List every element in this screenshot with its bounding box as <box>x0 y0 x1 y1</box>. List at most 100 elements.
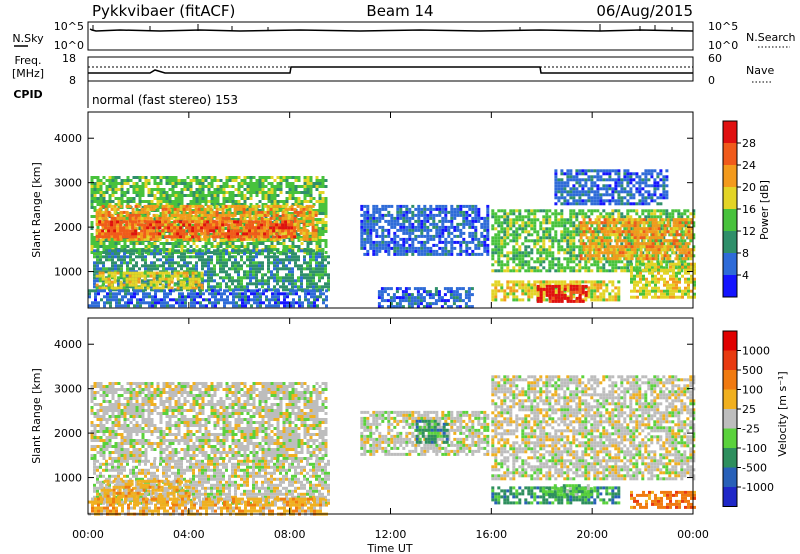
power-cell <box>111 176 115 179</box>
power-cell <box>224 204 228 208</box>
power-cell <box>164 220 168 224</box>
power-cell <box>234 249 237 253</box>
power-cell <box>306 179 310 182</box>
power-cell <box>416 293 420 297</box>
power-cell <box>93 176 97 179</box>
power-cell <box>366 213 370 217</box>
power-cell <box>459 234 463 238</box>
power-cell <box>384 240 388 244</box>
power-cell <box>273 261 276 265</box>
power-cell <box>113 207 117 211</box>
power-cell <box>477 213 481 217</box>
power-cell <box>207 251 211 254</box>
power-cell <box>509 233 513 237</box>
power-cell <box>242 232 246 236</box>
power-cell <box>161 207 165 211</box>
power-cell <box>110 234 114 238</box>
power-cell <box>309 264 312 268</box>
power-cell <box>318 179 322 182</box>
power-cell <box>435 252 439 256</box>
power-cell <box>524 251 528 255</box>
power-cell <box>506 254 510 258</box>
power-cell <box>138 200 142 203</box>
power-cell <box>306 212 310 215</box>
power-cell <box>114 267 117 271</box>
power-cell <box>264 203 268 206</box>
power-cell <box>159 242 163 245</box>
power-cell <box>274 292 277 296</box>
power-cell <box>139 304 142 308</box>
power-cell <box>375 231 379 235</box>
power-cell <box>308 204 312 208</box>
power-cell <box>378 249 382 253</box>
power-cell <box>393 249 397 253</box>
power-cell <box>506 257 510 261</box>
power-cell <box>220 292 223 296</box>
power-cell <box>268 301 271 305</box>
power-cell <box>156 273 159 277</box>
power-cell <box>468 234 472 238</box>
power-cell <box>521 266 525 270</box>
power-cell <box>366 210 370 214</box>
power-cell <box>174 218 178 221</box>
power-cell <box>521 260 525 264</box>
power-cell <box>138 255 141 259</box>
power-cell <box>539 257 543 261</box>
power-cell <box>167 286 171 290</box>
power-cell <box>270 197 274 200</box>
power-cell <box>257 213 261 217</box>
power-cell <box>255 245 259 248</box>
power-cell <box>186 212 190 215</box>
power-cell <box>101 283 105 287</box>
power-cell <box>191 204 195 208</box>
power-cell <box>240 227 244 230</box>
power-cell <box>108 245 112 248</box>
power-cell <box>152 286 156 290</box>
power-cell <box>548 269 552 273</box>
power-cell <box>173 232 177 236</box>
power-cell <box>399 225 403 229</box>
power-cell <box>303 182 307 185</box>
power-cell <box>215 232 219 236</box>
power-cell <box>170 226 174 230</box>
power-cell <box>288 255 291 259</box>
power-cell <box>237 239 241 242</box>
power-cell <box>286 304 289 308</box>
power-cell <box>509 269 513 273</box>
power-cell <box>437 296 441 300</box>
power-cell <box>455 287 459 291</box>
power-cell <box>273 252 276 256</box>
power-cell <box>98 220 102 224</box>
power-cell <box>363 243 367 247</box>
power-cell <box>387 249 391 253</box>
power-cell <box>194 213 198 217</box>
power-cell <box>109 289 112 293</box>
power-cell <box>593 209 597 213</box>
power-cell <box>137 219 141 223</box>
power-cell <box>116 216 120 220</box>
power-cell <box>102 203 106 206</box>
power-cell <box>121 289 124 293</box>
power-cell <box>312 209 316 212</box>
power-cell <box>101 223 105 227</box>
power-cell <box>360 231 364 235</box>
power-cell <box>156 182 160 185</box>
power-cell <box>206 220 210 224</box>
power-cell <box>486 216 490 220</box>
power-cell <box>292 304 295 308</box>
power-cell <box>182 232 186 236</box>
power-cell <box>189 249 192 253</box>
power-cell <box>236 232 240 236</box>
power-cell <box>423 210 427 214</box>
power-cell <box>183 276 186 280</box>
power-cell <box>134 232 138 236</box>
power-cell <box>180 264 183 268</box>
power-cell <box>231 261 234 265</box>
power-cell <box>144 285 147 289</box>
power-cell <box>560 248 564 252</box>
power-cell <box>465 213 469 217</box>
power-cell <box>189 245 193 248</box>
power-cell <box>262 289 265 293</box>
power-cell <box>590 269 594 273</box>
power-cell <box>590 209 594 213</box>
